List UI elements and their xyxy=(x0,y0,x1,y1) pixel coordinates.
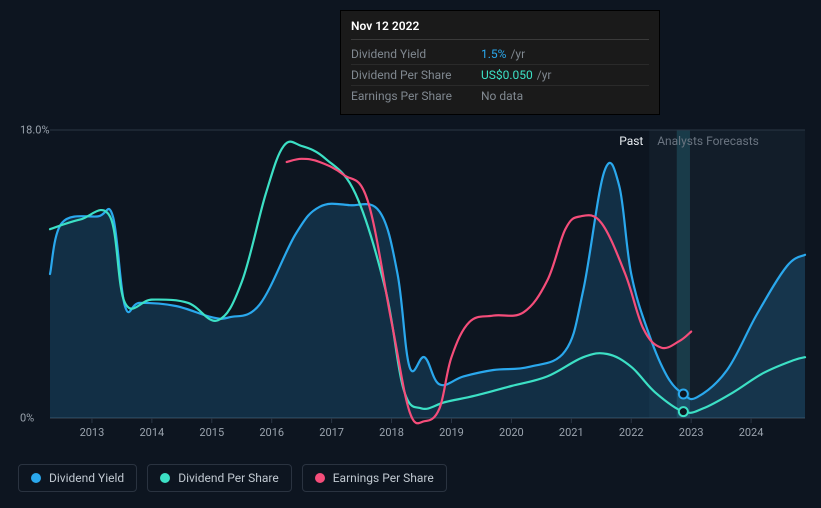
tooltip-row: Dividend Per ShareUS$0.050/yr xyxy=(351,65,649,86)
tooltip-row: Dividend Yield1.5%/yr xyxy=(351,44,649,65)
tooltip-metric-value: US$0.050/yr xyxy=(481,68,552,82)
legend-swatch xyxy=(315,473,325,483)
x-axis-label: 2021 xyxy=(559,426,584,439)
tooltip-metric-value: No data xyxy=(481,89,523,103)
chart-tooltip: Nov 12 2022 Dividend Yield1.5%/yrDividen… xyxy=(340,10,660,115)
tooltip-metric-label: Earnings Per Share xyxy=(351,89,481,103)
x-axis-label: 2024 xyxy=(739,426,764,439)
tooltip-metric-label: Dividend Per Share xyxy=(351,68,481,82)
x-axis-label: 2014 xyxy=(139,426,164,439)
legend-swatch xyxy=(160,473,170,483)
legend-label: Dividend Per Share xyxy=(178,471,279,485)
tooltip-row: Earnings Per ShareNo data xyxy=(351,86,649,106)
legend-item-dividend-yield[interactable]: Dividend Yield xyxy=(18,464,137,492)
legend-label: Dividend Yield xyxy=(49,471,124,485)
x-axis-label: 2020 xyxy=(499,426,524,439)
marker xyxy=(679,407,688,416)
tooltip-metric-value: 1.5%/yr xyxy=(481,47,525,61)
x-axis-label: 2019 xyxy=(439,426,464,439)
dividend-chart: 18.0% 0% 2013 2014 2015 2016 2017 2018 2019 2020… xyxy=(0,0,821,508)
y-axis-label: 0% xyxy=(20,412,34,425)
tooltip-metric-label: Dividend Yield xyxy=(351,47,481,61)
tooltip-date: Nov 12 2022 xyxy=(351,19,649,40)
x-axis-label: 2018 xyxy=(379,426,404,439)
region-label-past: Past xyxy=(619,134,643,148)
chart-legend: Dividend Yield Dividend Per Share Earnings… xyxy=(18,464,447,492)
x-axis-label: 2023 xyxy=(679,426,704,439)
x-axis-label: 2017 xyxy=(319,426,344,439)
y-axis-label: 18.0% xyxy=(20,124,50,137)
x-axis-label: 2013 xyxy=(80,426,105,439)
marker xyxy=(679,390,688,399)
x-axis-label: 2015 xyxy=(199,426,224,439)
legend-label: Earnings Per Share xyxy=(333,471,434,485)
legend-item-earnings-per-share[interactable]: Earnings Per Share xyxy=(302,464,447,492)
legend-swatch xyxy=(31,473,41,483)
region-label-forecast: Analysts Forecasts xyxy=(657,134,759,148)
x-axis-label: 2016 xyxy=(259,426,284,439)
legend-item-dividend-per-share[interactable]: Dividend Per Share xyxy=(147,464,292,492)
x-axis-label: 2022 xyxy=(619,426,644,439)
highlight-band xyxy=(677,130,690,418)
